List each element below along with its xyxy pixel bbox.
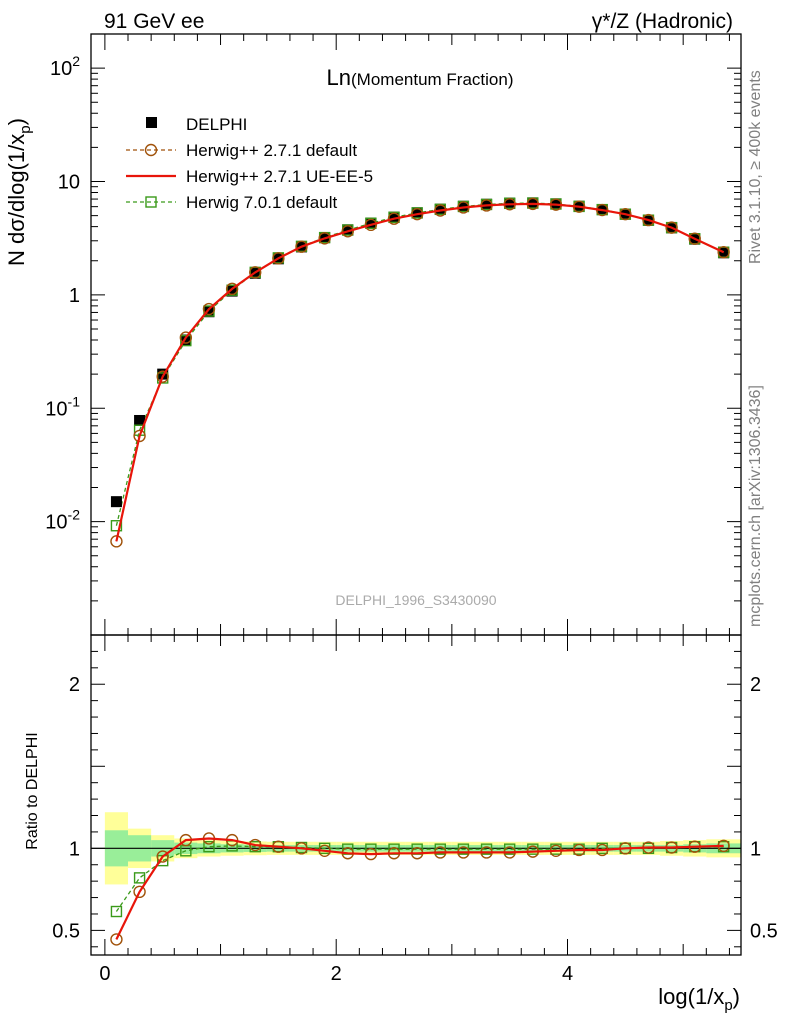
header-left: 91 GeV ee [104, 10, 204, 33]
herwig-default-point [133, 429, 146, 443]
x-tick-label: 0 [99, 963, 110, 985]
delphi-point [481, 198, 493, 210]
herwig-default-point [688, 232, 701, 245]
x-tick-label: 2 [331, 963, 342, 985]
ratio-herwig7-point [203, 840, 215, 853]
herwig-default-point [717, 245, 730, 259]
herwig-default-point [225, 282, 239, 296]
main-y-tick-label: 102 [50, 53, 80, 80]
delphi-point [134, 414, 146, 426]
ratio-herwig7-point [133, 872, 146, 884]
analysis-watermark: DELPHI_1996_S3430090 [335, 592, 496, 608]
ratio-y-tick-label-left: 2 [69, 674, 80, 696]
legend-marker-delphi [146, 117, 157, 128]
main-y-tick-label: 1 [69, 285, 80, 307]
ratio-herwig-default-point [110, 933, 123, 946]
ratio-frame [90, 634, 742, 956]
main-y-tick-label: 10-2 [45, 507, 80, 534]
delphi-point [411, 207, 423, 219]
herwig-default-point [665, 221, 678, 234]
herwig7-point [110, 520, 123, 532]
delphi-point [226, 285, 238, 297]
delphi-point [365, 217, 377, 229]
delphi-point [203, 306, 215, 318]
herwig-default-point [179, 331, 193, 344]
delphi-point [457, 200, 469, 212]
series-line-herwig-ueee5 [115, 202, 725, 542]
axes: 10-2 10-1 1 10 102 0 2 4 0.5 0.5 1 1 2 2 [45, 33, 778, 985]
chart-title-main: Ln [327, 65, 351, 90]
ratio-y-tick-label-left: 1 [69, 838, 80, 860]
herwig-default-point [249, 266, 262, 279]
ratio-y-tick-label-right: 1 [750, 838, 761, 860]
ratio-y-tick-label-left: 0.5 [52, 920, 80, 942]
delphi-point [110, 496, 122, 508]
delphi-point [342, 224, 354, 236]
mcplots-label: mcplots.cern.ch [arXiv:1306.3436] [747, 385, 764, 627]
ratio-y-tick-label-right: 2 [750, 674, 761, 696]
legend-label-delphi: DELPHI [186, 115, 247, 134]
ratio-herwig-default-point [156, 850, 169, 863]
delphi-point [157, 368, 169, 380]
delphi-point [388, 211, 400, 223]
legend-marker-herwig7 [145, 196, 157, 208]
chart-title: Ln(Momentum Fraction) [327, 65, 514, 90]
ratio-plot-area [91, 812, 741, 946]
ratio-line-herwig-ueee5 [115, 837, 724, 940]
herwig-default-point [318, 232, 331, 245]
delphi-point [180, 334, 192, 346]
legend-label-herwig-default: Herwig++ 2.7.1 default [186, 141, 357, 160]
delphi-point [718, 247, 730, 259]
legend-label-herwig-ueee5: Herwig++ 2.7.1 UE-EE-5 [186, 167, 373, 186]
chart-title-sub: (Momentum Fraction) [351, 70, 513, 89]
main-y-tick-label: 10-1 [45, 393, 80, 420]
rivet-label: Rivet 3.1.10, ≥ 400k events [747, 70, 764, 264]
delphi-point [504, 197, 516, 209]
herwig-default-point [110, 535, 123, 548]
herwig-default-point [202, 302, 216, 316]
delphi-point [434, 203, 446, 215]
herwig-default-point [364, 218, 378, 232]
ratio-herwig7-point [110, 905, 123, 918]
herwig-default-point [642, 213, 655, 227]
legend-marker-herwig-default [144, 143, 158, 157]
header-right: γ*/Z (Hadronic) [592, 10, 733, 33]
main-y-tick-label: 10 [58, 172, 80, 194]
herwig-default-point [156, 370, 169, 383]
ratio-y-tick-label-right: 0.5 [750, 920, 778, 942]
main-plot-area [110, 197, 730, 548]
ratio-y-axis-title: Ratio to DELPHI [24, 732, 41, 849]
herwig-default-point [272, 252, 285, 265]
herwig-default-point [341, 225, 354, 238]
ratio-herwig-default-point [133, 885, 146, 899]
x-tick-label: 4 [562, 963, 573, 985]
legend-label-herwig7: Herwig 7.0.1 default [186, 193, 337, 212]
herwig-default-point [295, 240, 308, 253]
legend: DELPHI Herwig++ 2.7.1 default Herwig++ 2… [126, 115, 373, 212]
